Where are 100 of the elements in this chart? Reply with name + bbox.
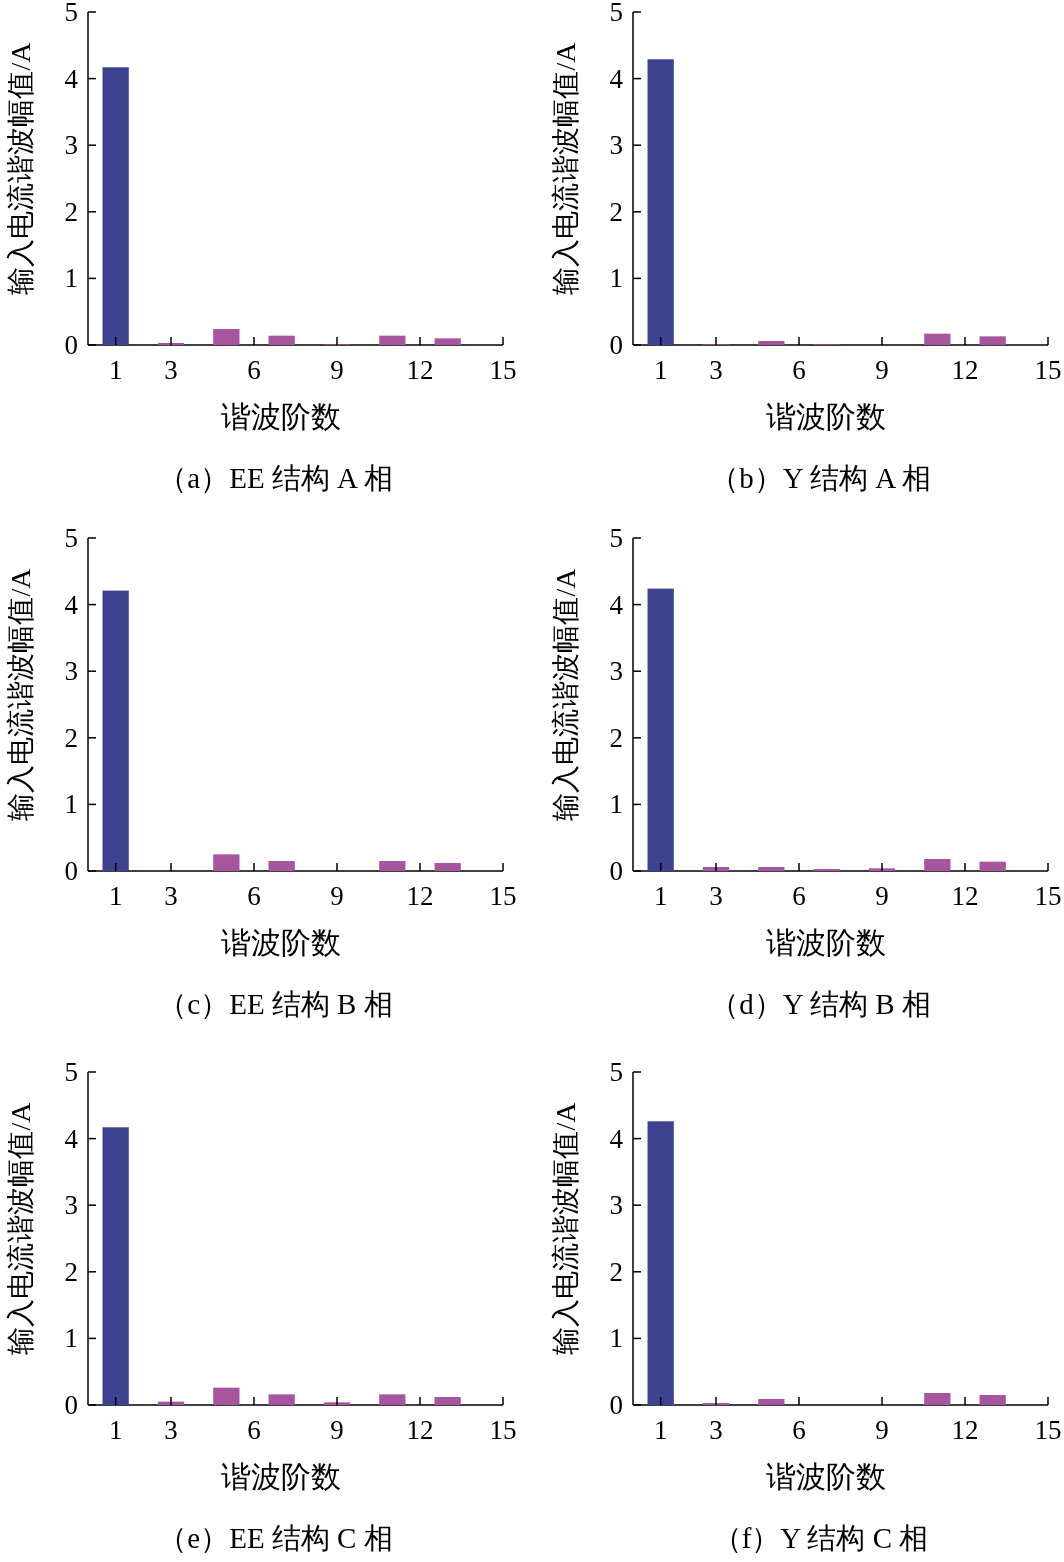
- y-tick-label: 3: [609, 656, 623, 687]
- y-tick-label: 0: [64, 1390, 78, 1420]
- y-tick-label: 5: [64, 1057, 78, 1087]
- x-tick-label: 1: [653, 1415, 668, 1445]
- y-tick-label: 1: [609, 789, 623, 820]
- y-tick-label: 3: [609, 1190, 623, 1221]
- x-tick-label: 1: [653, 355, 668, 385]
- y-tick-label: 3: [609, 130, 623, 161]
- x-tick-label: 1: [653, 881, 668, 911]
- y-tick-label: 5: [64, 523, 78, 553]
- text: （e）EE 结构 C 相: [158, 1522, 393, 1554]
- y-tick-label: 0: [64, 856, 78, 886]
- bar: [924, 859, 951, 871]
- y-tick-label: 0: [609, 330, 623, 360]
- bar: [979, 1395, 1006, 1405]
- x-tick-label: 15: [1034, 355, 1062, 385]
- x-tick-label: 12: [406, 355, 434, 385]
- y-tick-label: 2: [64, 1256, 78, 1287]
- y-tick-label: 5: [64, 0, 78, 27]
- y-tick-label: 5: [609, 523, 623, 553]
- x-tick-label: 3: [709, 355, 723, 385]
- x-tick-label: 9: [330, 355, 344, 385]
- y-tick-label: 1: [609, 1323, 623, 1354]
- bar: [758, 1399, 785, 1405]
- y-tick-label: 1: [609, 263, 623, 294]
- x-axis-title: 谐波阶数: [765, 1460, 886, 1493]
- y-tick-label: 0: [609, 1390, 623, 1420]
- text: （b）Y 结构 A 相: [710, 462, 931, 494]
- y-tick-label: 2: [609, 722, 623, 753]
- x-tick-label: 9: [330, 881, 344, 911]
- y-tick-label: 4: [64, 1123, 79, 1154]
- bar: [379, 861, 406, 871]
- x-tick-label: 3: [164, 355, 178, 385]
- bar: [434, 338, 461, 345]
- x-tick-label: 6: [247, 881, 261, 911]
- y-tick-label: 4: [64, 589, 79, 620]
- y-axis-title: 输入电流谐波幅值/A: [5, 567, 36, 821]
- x-tick-label: 15: [1034, 1415, 1062, 1445]
- y-tick-label: 4: [609, 589, 624, 620]
- bar: [434, 1397, 461, 1405]
- y-tick-label: 3: [64, 1190, 78, 1221]
- y-tick-label: 1: [64, 789, 78, 820]
- bar: [702, 867, 730, 871]
- bar: [102, 1127, 129, 1405]
- y-tick-label: 4: [609, 1123, 624, 1154]
- bar: [434, 863, 461, 871]
- x-tick-label: 12: [951, 881, 979, 911]
- y-tick-label: 0: [64, 330, 78, 360]
- x-tick-label: 15: [489, 1415, 517, 1445]
- x-tick-label: 15: [489, 355, 517, 385]
- x-axis-title: 谐波阶数: [765, 400, 886, 433]
- y-tick-label: 1: [64, 263, 78, 294]
- text: （a）EE 结构 A 相: [158, 462, 393, 494]
- x-tick-label: 15: [489, 881, 517, 911]
- bar: [268, 861, 295, 871]
- bar: [758, 341, 785, 345]
- x-tick-label: 1: [108, 1415, 123, 1445]
- x-tick-label: 3: [164, 881, 178, 911]
- x-axis-title: 谐波阶数: [220, 1460, 341, 1493]
- bar: [213, 1387, 240, 1405]
- bar: [268, 1394, 295, 1405]
- bar: [213, 329, 240, 345]
- x-axis-title: 谐波阶数: [765, 926, 886, 959]
- bar: [379, 335, 406, 345]
- y-axis-title: 输入电流谐波幅值/A: [5, 41, 36, 295]
- x-axis-title: 谐波阶数: [220, 926, 341, 959]
- bar: [268, 335, 295, 345]
- bar: [213, 854, 240, 871]
- x-tick-label: 12: [951, 355, 979, 385]
- x-tick-label: 3: [709, 1415, 723, 1445]
- y-axis-title: 输入电流谐波幅值/A: [550, 1101, 581, 1355]
- x-tick-label: 6: [247, 355, 261, 385]
- x-tick-label: 1: [108, 881, 123, 911]
- bar: [323, 1402, 351, 1405]
- y-tick-label: 2: [64, 722, 78, 753]
- bar: [979, 336, 1006, 345]
- y-tick-label: 2: [609, 1256, 623, 1287]
- x-tick-label: 12: [406, 881, 434, 911]
- x-tick-label: 6: [792, 1415, 806, 1445]
- y-tick-label: 5: [609, 1057, 623, 1087]
- y-axis-title: 输入电流谐波幅值/A: [550, 567, 581, 821]
- y-tick-label: 4: [609, 63, 624, 94]
- x-tick-label: 15: [1034, 881, 1062, 911]
- x-tick-label: 3: [709, 881, 723, 911]
- x-tick-label: 6: [792, 355, 806, 385]
- bar: [379, 1394, 406, 1405]
- y-tick-label: 3: [64, 130, 78, 161]
- bar: [924, 333, 951, 345]
- y-tick-label: 2: [609, 196, 623, 227]
- y-tick-label: 0: [609, 856, 623, 886]
- x-tick-label: 12: [951, 1415, 979, 1445]
- y-tick-label: 2: [64, 196, 78, 227]
- x-tick-label: 1: [108, 355, 123, 385]
- x-axis-title: 谐波阶数: [220, 400, 341, 433]
- bar: [758, 867, 785, 871]
- bar: [924, 1393, 951, 1405]
- x-tick-label: 6: [247, 1415, 261, 1445]
- text: （d）Y 结构 B 相: [710, 988, 931, 1020]
- y-tick-label: 3: [64, 656, 78, 687]
- y-tick-label: 1: [64, 1323, 78, 1354]
